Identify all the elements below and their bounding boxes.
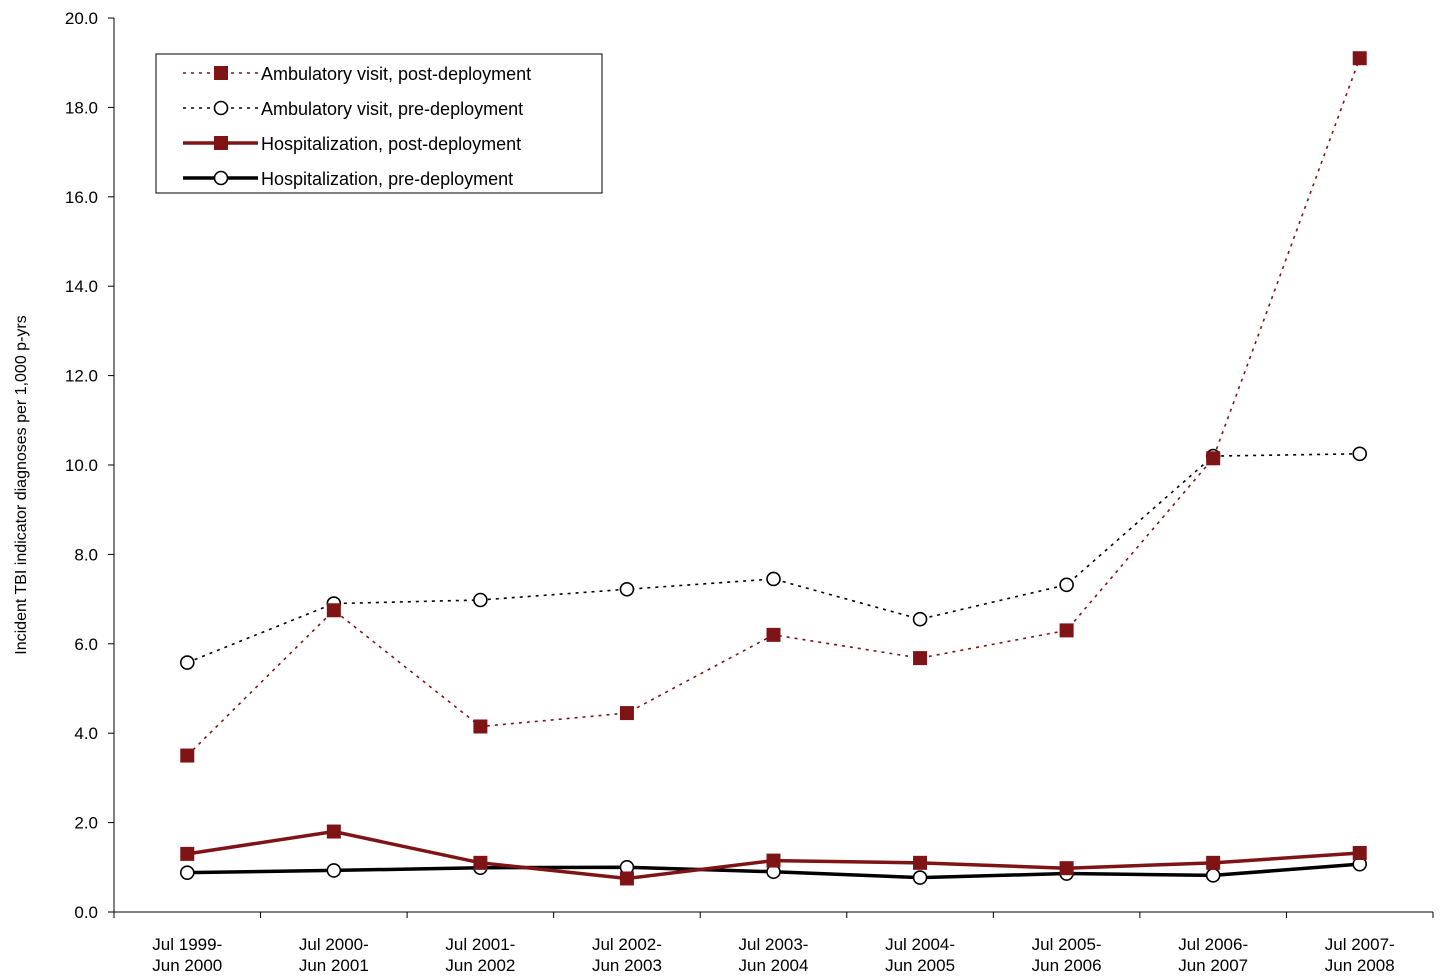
series-layer (179, 51, 1368, 886)
x-tick-label: Jul 2007- Jun 2008 (1325, 935, 1395, 975)
y-tick-label: 18.0 (65, 98, 98, 117)
legend-box (155, 53, 603, 194)
legend: Ambulatory visit, post-deployment Ambulat… (155, 53, 603, 194)
legend-label: Hospitalization, pre-deployment (261, 169, 513, 189)
x-tick-label-line: Jul 2005- (1032, 935, 1102, 954)
x-tick-label-line: Jun 2001 (299, 956, 369, 975)
data-point-marker (913, 855, 928, 870)
data-point-marker (473, 719, 488, 734)
x-tick-label-line: Jun 2005 (885, 956, 955, 975)
data-point-marker (619, 871, 634, 886)
data-point-marker (180, 846, 195, 861)
data-point-marker (912, 611, 928, 627)
y-tick-label: 16.0 (65, 188, 98, 207)
data-point-marker (619, 581, 635, 597)
x-tick-label-line: Jul 2007- (1325, 935, 1395, 954)
y-tick-label: 0.0 (74, 903, 98, 922)
x-tick-label-line: Jun 2008 (1325, 956, 1395, 975)
x-tick-label-line: Jun 2006 (1032, 956, 1102, 975)
data-point-marker (1206, 451, 1221, 466)
x-tick-label: Jul 1999- Jun 2000 (152, 935, 222, 975)
data-point-marker (766, 571, 781, 587)
x-tick-label-line: Jul 2004- (885, 935, 955, 954)
data-point-marker (326, 603, 341, 618)
legend-label: Hospitalization, post-deployment (261, 134, 521, 154)
y-tick-label: 2.0 (74, 814, 98, 833)
data-point-marker (213, 170, 229, 186)
data-point-marker (473, 855, 488, 870)
series-ambulatory-visit-post-deployment (180, 51, 1367, 763)
data-point-marker (179, 655, 195, 670)
data-point-marker (619, 706, 634, 721)
data-point-marker (1352, 51, 1367, 66)
legend-item: Ambulatory visit, post-deployment (183, 64, 531, 84)
x-tick-label: Jul 2000- Jun 2001 (299, 935, 369, 975)
data-point-marker (473, 592, 488, 608)
x-tick-label-line: Jun 2002 (445, 956, 515, 975)
y-tick-label: 6.0 (74, 635, 98, 654)
data-point-marker (1059, 861, 1074, 876)
x-tick-label-line: Jul 2002- (592, 935, 662, 954)
legend-item: Hospitalization, pre-deployment (183, 169, 513, 189)
data-point-marker (1352, 446, 1368, 462)
legend-label: Ambulatory visit, post-deployment (261, 64, 531, 84)
legend-label: Ambulatory visit, pre-deployment (261, 99, 523, 119)
series-hospitalization-post-deployment (180, 824, 1367, 886)
data-point-marker (766, 853, 781, 868)
data-point-marker (1205, 868, 1221, 883)
x-tick-label-line: Jul 2001- (445, 935, 515, 954)
y-tick-label: 4.0 (74, 724, 98, 743)
x-tick-label-line: Jun 2003 (592, 956, 662, 975)
x-tick-label-line: Jun 2004 (739, 956, 809, 975)
y-tick-label: 8.0 (74, 545, 98, 564)
x-tick-label: Jul 2001- Jun 2002 (445, 935, 515, 975)
data-point-marker (1059, 577, 1074, 593)
data-point-marker (180, 748, 195, 763)
data-point-marker (1206, 855, 1221, 870)
data-point-marker (912, 870, 928, 885)
data-point-marker (766, 627, 781, 642)
x-tick-label: Jul 2006- Jun 2007 (1178, 935, 1248, 975)
data-point-marker (1059, 623, 1074, 638)
x-tick-label-line: Jul 2006- (1178, 935, 1248, 954)
y-tick-label: 20.0 (65, 9, 98, 28)
axes: 0.0 2.0 4.0 6.0 8.0 10.0 12.0 14.0 16.0 18.0 20.0 J… (13, 9, 1434, 975)
data-point-marker (214, 136, 228, 150)
y-tick-label: 12.0 (65, 367, 98, 386)
x-tick-label-line: Jul 2003- (739, 935, 809, 954)
data-point-marker (179, 865, 195, 880)
data-point-marker (326, 863, 342, 878)
data-point-marker (1352, 845, 1367, 860)
x-tick-label-line: Jun 2000 (152, 956, 222, 975)
x-tick-label: Jul 2004- Jun 2005 (885, 935, 955, 975)
legend-item: Hospitalization, post-deployment (183, 134, 521, 154)
y-tick-label: 10.0 (65, 456, 98, 475)
data-point-marker (326, 824, 341, 839)
data-point-marker (213, 100, 229, 116)
y-axis-title: Incident TBI indicator diagnoses per 1,0… (13, 315, 30, 654)
x-tick-label: Jul 2003- Jun 2004 (739, 935, 809, 975)
x-tick-label-line: Jul 2000- (299, 935, 369, 954)
x-tick-label-line: Jul 1999- (152, 935, 222, 954)
x-tick-label: Jul 2005- Jun 2006 (1032, 935, 1102, 975)
data-point-marker (913, 651, 928, 666)
x-tick-label-line: Jun 2007 (1178, 956, 1248, 975)
data-point-marker (214, 66, 228, 80)
legend-item: Ambulatory visit, pre-deployment (183, 99, 523, 119)
x-tick-label: Jul 2002- Jun 2003 (592, 935, 662, 975)
y-tick-label: 14.0 (65, 277, 98, 296)
